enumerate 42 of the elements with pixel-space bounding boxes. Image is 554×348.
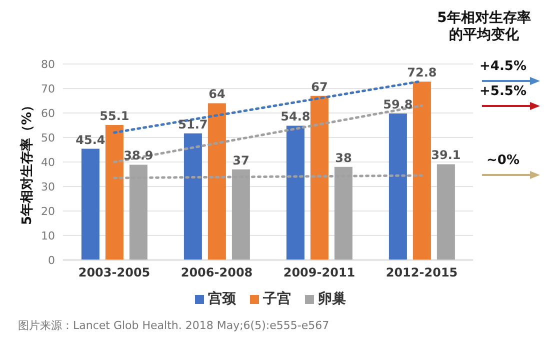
x-tick-label: 2006-2008	[180, 266, 253, 280]
text: ~0%	[486, 153, 520, 168]
text: 图片来源：Lancet Glob Health. 2018 May;6(5):e555-e567	[18, 318, 330, 333]
data-label: 59.8	[383, 97, 413, 112]
bar	[184, 133, 202, 260]
bar	[208, 103, 226, 260]
x-tick-label: 2009-2011	[283, 266, 356, 280]
bar	[286, 126, 304, 260]
bar	[388, 113, 407, 260]
legend-label: 卵巢	[317, 290, 346, 308]
x-tick-label: 2012-2015	[386, 266, 458, 280]
data-label: 45.4	[76, 132, 106, 147]
data-label: 51.7	[178, 117, 208, 132]
y-tick-label: 50	[41, 131, 55, 144]
y-tick-label: 40	[41, 156, 55, 169]
data-label: 39.1	[431, 148, 461, 162]
data-label: 37	[232, 153, 250, 168]
x-tick-label: 2003-2005	[78, 266, 150, 280]
y-tick-label: 70	[41, 82, 55, 96]
bar	[310, 96, 328, 260]
bar	[412, 82, 431, 260]
text: +4.5%	[478, 59, 528, 74]
data-label: 55.1	[100, 109, 130, 124]
y-tick-label: 30	[41, 180, 55, 194]
y-axis-title: 5年相对生存率（%）	[18, 98, 36, 228]
y-tick-label: 0	[48, 254, 55, 267]
bar	[436, 164, 455, 260]
y-tick-label: 80	[41, 58, 55, 71]
y-tick-label: 10	[41, 229, 55, 242]
data-label: 72.8	[407, 66, 437, 80]
bar	[81, 148, 100, 260]
data-label: 67	[311, 80, 328, 94]
legend-label: 宫颈	[207, 290, 236, 308]
data-label: 54.8	[280, 110, 310, 124]
text: 5年相对生存率的平均变化	[436, 10, 532, 44]
y-tick-label: 60	[41, 106, 55, 120]
bar	[105, 125, 124, 260]
data-label: 64	[208, 87, 226, 102]
y-tick-label: 20	[41, 204, 55, 218]
data-label: 38	[335, 150, 352, 165]
legend-label: 子宫	[262, 290, 291, 308]
text: +5.5%	[478, 84, 528, 99]
